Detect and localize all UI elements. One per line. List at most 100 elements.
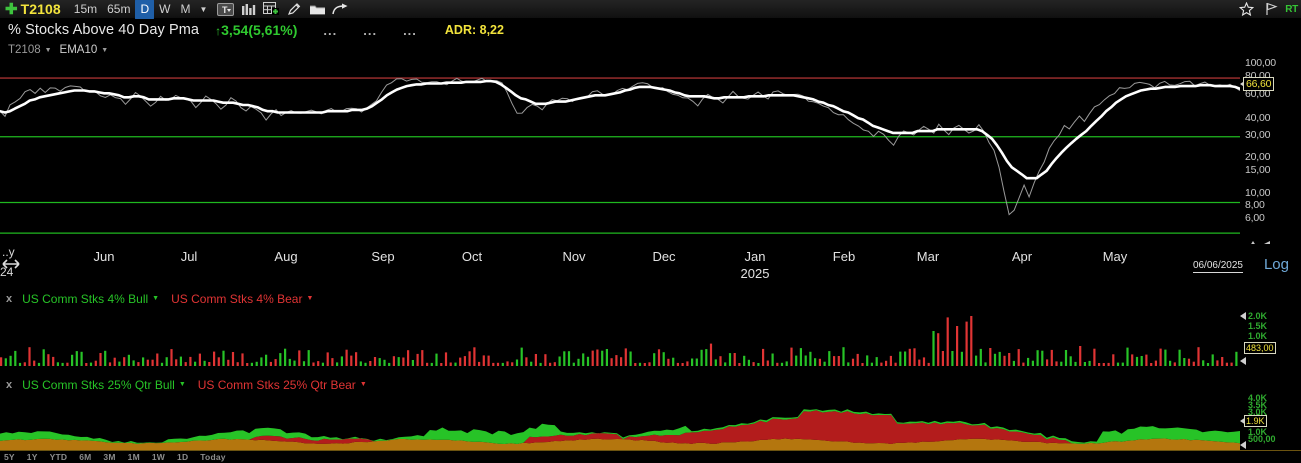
histogram-bar (520, 347, 523, 366)
chevron-down-icon[interactable]: ▼ (359, 381, 367, 388)
range-5y[interactable]: 5Y (4, 452, 15, 462)
panel2-close-button[interactable]: x (6, 292, 13, 305)
panel3-bear-label[interactable]: US Comm Stks 25% Qtr Bear (197, 377, 356, 392)
text-tool-icon[interactable]: T (215, 1, 236, 18)
histogram-bar (137, 362, 140, 366)
histogram-bar (596, 349, 599, 366)
range-today[interactable]: Today (200, 452, 226, 462)
range-6m[interactable]: 6M (79, 452, 92, 462)
histogram-bar (1012, 360, 1015, 366)
panel2-bear-label[interactable]: US Comm Stks 4% Bear (171, 291, 303, 306)
interval-65m[interactable]: 65m (107, 1, 131, 16)
ticker-symbol[interactable]: T2108 (20, 1, 61, 17)
range-ytd[interactable]: YTD (49, 452, 68, 462)
histogram-bar (894, 362, 897, 366)
interval-15m[interactable]: 15m (73, 1, 98, 16)
legend-item-t2108[interactable]: T2108 (8, 44, 41, 56)
range-1w[interactable]: 1W (151, 452, 166, 462)
price-axis[interactable]: 100,00 80,00 60,00 40,00 30,00 20,00 15,… (1240, 57, 1301, 249)
histogram-bar (326, 352, 329, 366)
histogram-bar (113, 357, 116, 366)
chevron-down-icon[interactable]: ▼ (306, 295, 314, 302)
axis-partial-month: ..y (2, 245, 15, 259)
x-tick-nov: Nov (562, 249, 586, 264)
histogram-bar (336, 362, 339, 366)
bar-chart-icon[interactable] (238, 1, 259, 18)
histogram-bar (724, 362, 727, 366)
bull-bear-4pct-pane[interactable] (0, 307, 1240, 370)
plus-icon[interactable]: ✚ (5, 0, 18, 18)
pencil-icon[interactable] (284, 1, 305, 18)
panel3-close-button[interactable]: x (6, 378, 13, 391)
page-title: % Stocks Above 40 Day Pma (8, 22, 200, 38)
range-1y[interactable]: 1Y (26, 452, 38, 462)
histogram-bar (203, 360, 206, 366)
histogram-bar (577, 358, 580, 366)
chevron-down-icon[interactable]: ▼ (152, 295, 160, 302)
overflow-dots-1[interactable]: ... (323, 22, 338, 38)
histogram-bar (1178, 349, 1181, 366)
histogram-bar (1235, 351, 1238, 366)
histogram-bar (762, 348, 765, 366)
legend-item-ema10[interactable]: EMA10 (59, 44, 98, 56)
ema10-line (0, 79, 1240, 180)
histogram-bar (553, 362, 556, 366)
interval-monthly[interactable]: M (180, 1, 191, 16)
histogram-bar (269, 361, 272, 366)
histogram-bar (686, 361, 689, 366)
histogram-bar (355, 352, 358, 366)
time-axis[interactable]: ..y 24 Jun Jul Aug Sep Oct Nov Dec Jan 2… (0, 244, 1301, 288)
flag-icon[interactable] (1261, 1, 1282, 18)
histogram-bar (28, 347, 31, 366)
histogram-bar (870, 362, 873, 366)
price-chart-pane[interactable] (0, 59, 1240, 244)
histogram-bar (496, 362, 500, 366)
folder-icon[interactable] (307, 1, 328, 18)
histogram-bar (198, 353, 201, 366)
log-scale-toggle[interactable]: Log (1263, 256, 1289, 273)
histogram-bar (23, 362, 26, 366)
range-1m[interactable]: 1M (127, 452, 140, 462)
panel3-axis-500: 500,00 (1248, 434, 1276, 444)
histogram-bar (1206, 363, 1210, 366)
histogram-bar (298, 350, 301, 366)
histogram-bar (511, 362, 514, 366)
interval-daily[interactable]: D (135, 0, 155, 20)
bull-bear-25pct-svg (0, 409, 1240, 450)
histogram-bar (605, 349, 608, 366)
panel3-axis[interactable]: 4.0K 3.5K 3.0K 2.5K 1.9K 1.0K 500,00 (1240, 393, 1301, 450)
overflow-dots-3[interactable]: ... (403, 22, 417, 38)
toolbar-right-group: RT (1235, 1, 1301, 18)
panel2-axis[interactable]: 2.0K 1.5K 1.0K 483,00 (1240, 307, 1301, 370)
bull-bear-25pct-pane[interactable] (0, 393, 1240, 450)
panel2-bull-label[interactable]: US Comm Stks 4% Bull (22, 291, 149, 306)
chevron-down-icon[interactable]: ▼ (178, 381, 186, 388)
range-3m[interactable]: 3M (103, 452, 116, 462)
histogram-bar (1154, 360, 1157, 366)
chevron-down-icon[interactable]: ▼ (44, 46, 52, 54)
histogram-bar (388, 362, 391, 366)
histogram-bar (506, 361, 509, 366)
resize-handle-icon[interactable] (0, 253, 22, 278)
histogram-bar (1187, 358, 1191, 366)
range-1d[interactable]: 1D (177, 452, 189, 462)
histogram-bar (170, 349, 173, 366)
star-icon[interactable] (1236, 1, 1257, 18)
chevron-down-icon[interactable]: ▼ (101, 46, 109, 54)
axis-label-8: 8,00 (1245, 199, 1265, 211)
histogram-bar (937, 333, 940, 366)
panel3-bull-label[interactable]: US Comm Stks 25% Qtr Bull (22, 377, 175, 392)
up-arrow-icon: ↑ (215, 24, 222, 38)
histogram-bar (165, 357, 168, 366)
histogram-bar (1164, 349, 1167, 366)
histogram-bar (1017, 349, 1020, 366)
chevron-down-icon[interactable]: ▼ (199, 4, 208, 14)
histogram-bar (814, 358, 817, 366)
panel3-axis-4000: 4.0K (1248, 393, 1268, 403)
table-add-icon[interactable] (261, 1, 282, 18)
histogram-bar (530, 361, 533, 366)
share-icon[interactable] (330, 1, 351, 18)
overflow-dots-2[interactable]: ... (363, 22, 378, 38)
interval-weekly[interactable]: W (159, 1, 171, 16)
x-tick-jul: Jul (180, 249, 198, 264)
